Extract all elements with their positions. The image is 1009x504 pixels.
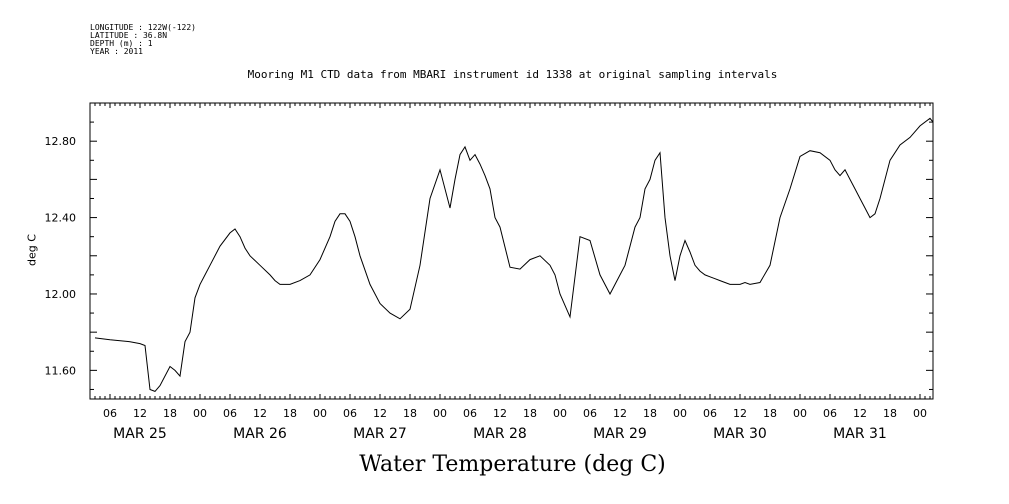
meta-longitude: LONGITUDE : 122W(-122) — [90, 23, 196, 32]
y-tick-label: 12.40 — [45, 212, 77, 225]
x-tick-label: 00 — [553, 407, 567, 420]
variable-title: Water Temperature (deg C) — [359, 452, 666, 477]
x-tick-label: 06 — [223, 407, 237, 420]
x-tick-label: 06 — [343, 407, 357, 420]
meta-year: YEAR : 2011 — [90, 47, 143, 56]
x-tick-label: 06 — [703, 407, 717, 420]
x-tick-label: 18 — [763, 407, 777, 420]
x-tick-label: 18 — [523, 407, 537, 420]
x-tick-label: 18 — [163, 407, 177, 420]
x-tick-label: 12 — [373, 407, 387, 420]
x-day-label: MAR 31 — [833, 426, 887, 442]
x-tick-label: 06 — [583, 407, 597, 420]
x-tick-label: 18 — [643, 407, 657, 420]
meta-latitude: LATITUDE : 36.8N — [90, 31, 168, 40]
x-tick-label: 00 — [673, 407, 687, 420]
x-tick-label: 06 — [103, 407, 117, 420]
x-tick-label: 18 — [283, 407, 297, 420]
y-tick-label: 11.60 — [45, 364, 77, 377]
x-tick-label: 00 — [193, 407, 207, 420]
x-tick-label: 06 — [823, 407, 837, 420]
x-day-label: MAR 28 — [473, 426, 527, 442]
x-tick-label: 18 — [403, 407, 417, 420]
x-day-label: MAR 30 — [713, 426, 767, 442]
meta-depth: DEPTH (m) : 1 — [90, 39, 153, 48]
x-day-label: MAR 26 — [233, 426, 287, 442]
x-tick-label: 12 — [613, 407, 627, 420]
x-tick-label: 06 — [463, 407, 477, 420]
x-tick-label: 12 — [493, 407, 507, 420]
x-tick-label: 00 — [793, 407, 807, 420]
x-tick-label: 12 — [133, 407, 147, 420]
x-tick-label: 00 — [913, 407, 927, 420]
x-tick-label: 12 — [733, 407, 747, 420]
x-day-label: MAR 25 — [113, 426, 167, 442]
water-temperature-series-line — [94, 117, 934, 392]
x-day-label: MAR 27 — [353, 426, 407, 442]
x-tick-label: 00 — [433, 407, 447, 420]
axis-ticks — [90, 103, 933, 399]
x-day-label: MAR 29 — [593, 426, 647, 442]
plot-frame — [89, 102, 934, 400]
y-tick-label: 12.00 — [45, 288, 77, 301]
x-tick-label: 00 — [313, 407, 327, 420]
x-tick-label: 12 — [853, 407, 867, 420]
axis-labels: 06 12 18 00 06 12 18 00 06 12 18 00 06 12 18 00 06 12 18 00… — [45, 135, 928, 442]
x-tick-label: 18 — [883, 407, 897, 420]
chart-title: Mooring M1 CTD data from MBARI instrumen… — [247, 68, 778, 81]
y-tick-label: 12.80 — [45, 135, 77, 148]
x-tick-label: 12 — [253, 407, 267, 420]
